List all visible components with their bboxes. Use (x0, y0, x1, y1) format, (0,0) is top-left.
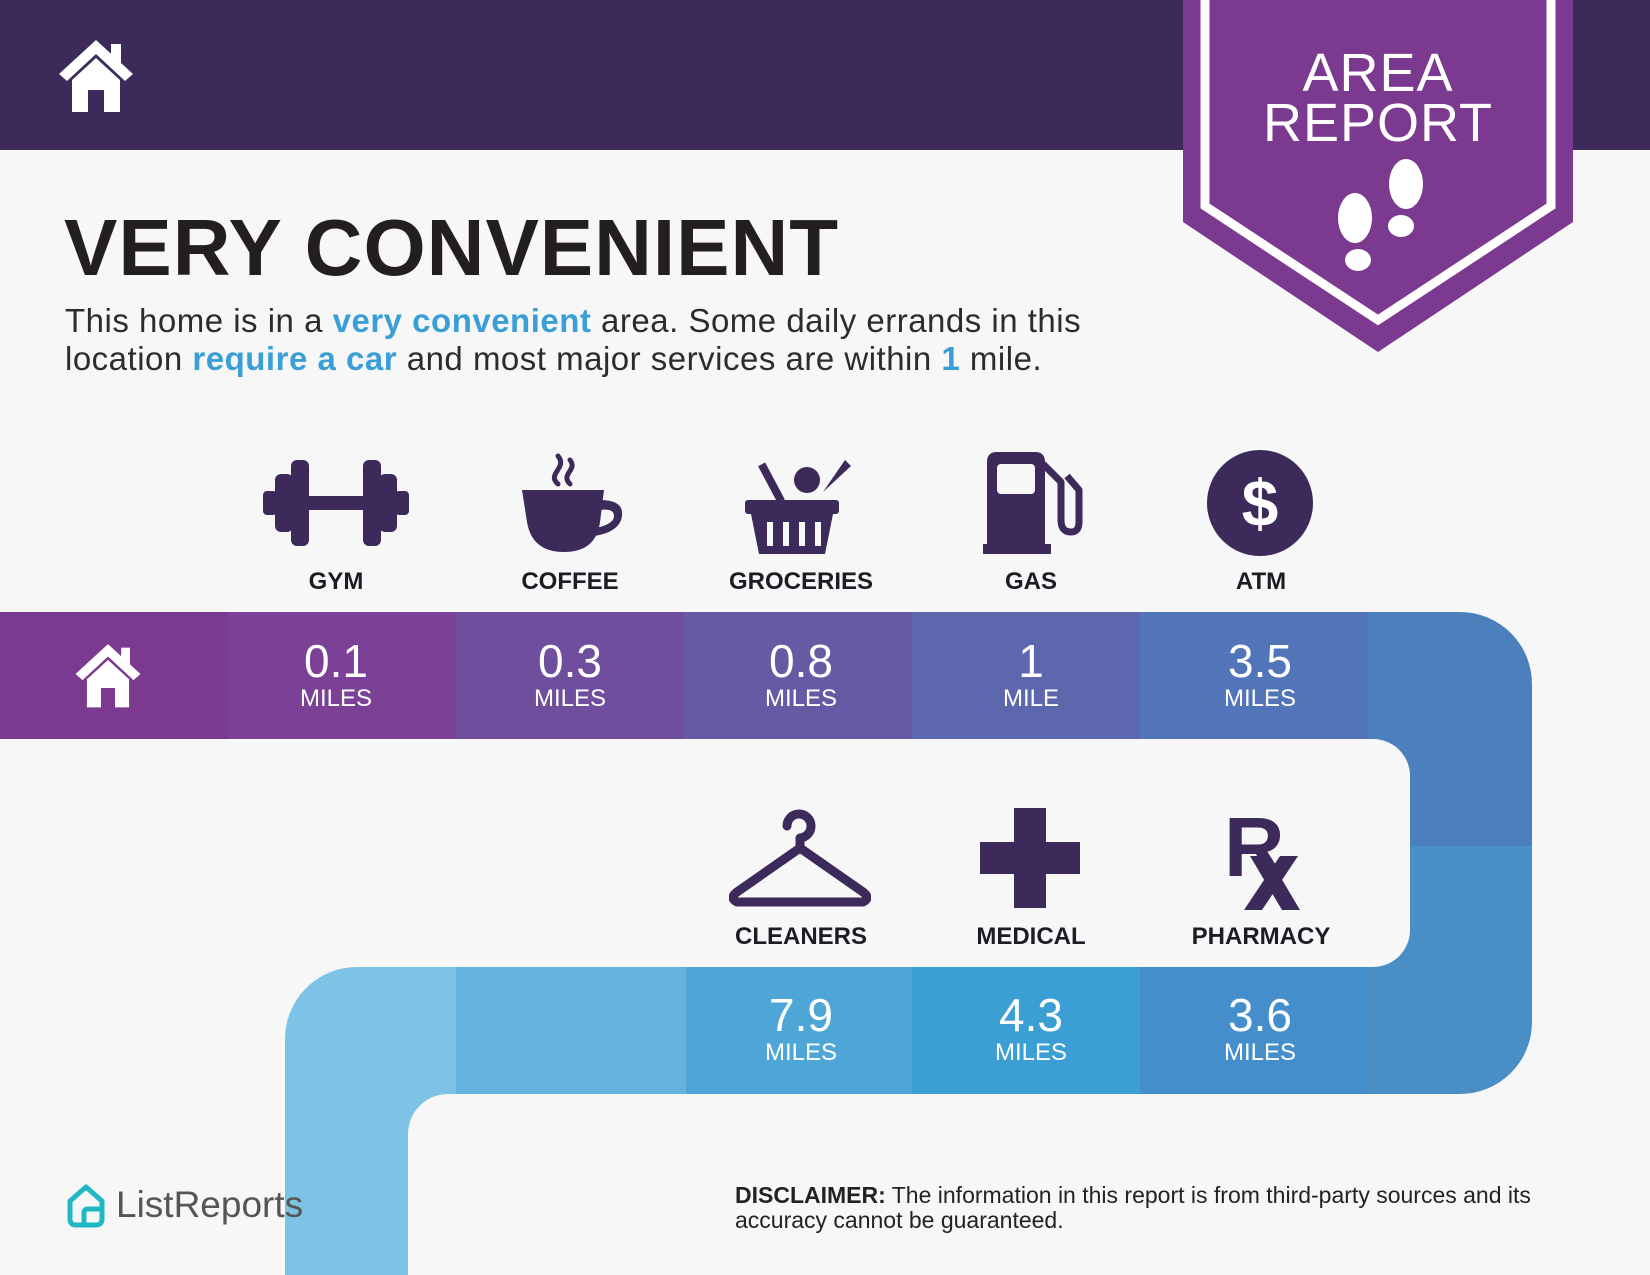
area-report-badge (1183, 0, 1573, 352)
distance-atm: 3.5 MILES (1146, 636, 1374, 712)
intro-highlight: 1 (941, 340, 961, 377)
intro-text: and most major services are within (397, 340, 942, 377)
grocery-basket-icon (745, 460, 851, 554)
distance-value: 1 (1018, 635, 1044, 687)
distance-groceries: 0.8 MILES (687, 636, 915, 712)
distance-unit: MILES (764, 1039, 838, 1066)
intro-paragraph: This home is in a very convenient area. … (65, 302, 1185, 378)
distance-unit: MILES (1223, 685, 1297, 712)
distance-unit: MILES (533, 685, 607, 712)
distance-cleaners: 7.9 MILES (687, 990, 915, 1066)
brand-name: ListReports (116, 1184, 304, 1225)
intro-highlight: very convenient (332, 302, 592, 339)
label-pharmacy: PHARMACY (1191, 923, 1331, 950)
footprints-icon (1338, 159, 1423, 271)
distance-value: 0.8 (769, 635, 833, 687)
distance-unit: MILE (1002, 685, 1059, 712)
label-atm: ATM (1235, 568, 1287, 595)
distance-unit: MILES (1223, 1039, 1297, 1066)
coffee-cup-icon (522, 453, 623, 552)
label-medical: MEDICAL (976, 923, 1086, 950)
home-icon (75, 644, 141, 708)
badge-title: AREA REPORT (1183, 43, 1573, 153)
home-icon (59, 40, 133, 112)
medical-cross-icon (980, 808, 1080, 908)
svg-text:$: $ (1242, 466, 1279, 540)
label-coffee: COFFEE (521, 568, 619, 595)
label-gas: GAS (1004, 568, 1057, 595)
disclaimer: DISCLAIMER: The information in this repo… (735, 1183, 1595, 1233)
badge-line-2: REPORT (1262, 93, 1494, 153)
distance-value: 4.3 (999, 989, 1063, 1041)
intro-text: mile. (960, 340, 1043, 377)
dumbbell-icon (263, 460, 409, 546)
label-cleaners: CLEANERS (734, 923, 867, 950)
intro-text: area. Some daily errands in this locatio… (65, 302, 1082, 377)
disclaimer-label: DISCLAIMER: (735, 1182, 886, 1208)
distance-gas: 1 MILE (917, 636, 1145, 712)
distance-unit: MILES (299, 685, 373, 712)
page-title: VERY CONVENIENT (64, 203, 840, 292)
dollar-icon: $ (1207, 450, 1313, 556)
distance-value: 0.3 (538, 635, 602, 687)
hanger-icon (729, 809, 871, 907)
distance-value: 0.1 (304, 635, 368, 687)
rx-icon: R (1224, 806, 1300, 910)
distance-value: 7.9 (769, 989, 833, 1041)
distance-gym: 0.1 MILES (222, 636, 450, 712)
gas-pump-icon (983, 452, 1083, 554)
badge-line-1: AREA (1302, 43, 1454, 103)
distance-unit: MILES (764, 685, 838, 712)
distance-value: 3.6 (1228, 989, 1292, 1041)
label-gym: GYM (308, 568, 364, 595)
distance-coffee: 0.3 MILES (456, 636, 684, 712)
intro-highlight: require a car (192, 340, 398, 377)
distance-pharmacy: 3.6 MILES (1146, 990, 1374, 1066)
intro-text: This home is in a (65, 302, 333, 339)
listreports-logo-icon (67, 1184, 105, 1228)
distance-value: 3.5 (1228, 635, 1292, 687)
distance-unit: MILES (994, 1039, 1068, 1066)
label-groceries: GROCERIES (728, 568, 874, 595)
distance-medical: 4.3 MILES (917, 990, 1145, 1066)
disclaimer-text: The information in this report is from t… (735, 1182, 1531, 1233)
